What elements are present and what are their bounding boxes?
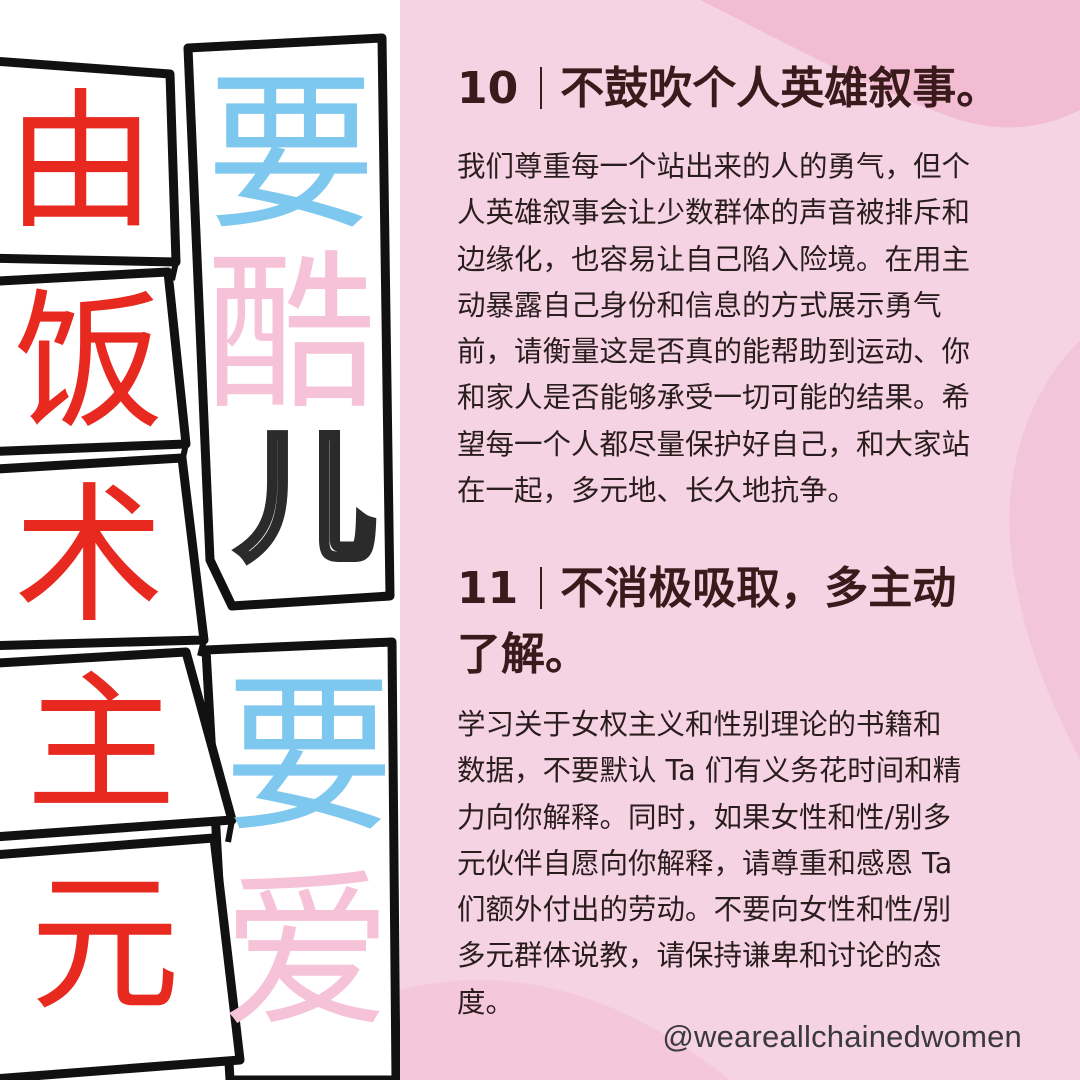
artwork-char: 由 (6, 76, 157, 250)
section-10-heading: 10 不鼓吹个人英雄叙事。 (457, 56, 1047, 122)
text-panel: 10 不鼓吹个人英雄叙事。 我们尊重每一个站出来的人的勇气，但个 人英雄叙事会让少… (400, 0, 1080, 1080)
section-title: 不消极吸取，多主动 了解。 (457, 563, 957, 680)
artwork-char: 术 (14, 470, 165, 644)
section-title: 不鼓吹个人英雄叙事。 (560, 63, 1001, 114)
paper-signs-illustration (0, 33, 400, 1080)
account-handle: @weareallchainedwomen (662, 1019, 1022, 1054)
artwork-char: 儿 (233, 418, 379, 581)
section-10-body: 我们尊重每一个站出来的人的勇气，但个 人英雄叙事会让少数群体的声音被排斥和 边缘… (457, 150, 971, 508)
artwork-char: 主 (26, 658, 177, 832)
artwork-char: 酷 (206, 236, 377, 434)
artwork-panel: 由 饭 术 主 元 要 酷 儿 要 爱 (0, 0, 400, 1080)
artwork-char: 元 (30, 858, 181, 1032)
section-11-heading: 11 不消极吸取，多主动 了解。 (457, 556, 1047, 688)
artwork-char: 要 (206, 56, 377, 254)
heading-divider (540, 567, 543, 609)
artwork-char: 要 (224, 658, 395, 856)
paper-sign (183, 33, 395, 611)
section-11-body: 学习关于女权主义和性别理论的书籍和 数据，不要默认 Ta 们有义务花时间和精 力… (457, 708, 962, 1019)
section-number: 10 (457, 63, 519, 114)
background-blob (400, 0, 1080, 1080)
section-number: 11 (457, 563, 519, 614)
artwork-char: 饭 (14, 276, 165, 450)
paper-sign (0, 833, 245, 1080)
heading-divider (540, 67, 543, 109)
artwork-char: 爱 (222, 854, 393, 1052)
